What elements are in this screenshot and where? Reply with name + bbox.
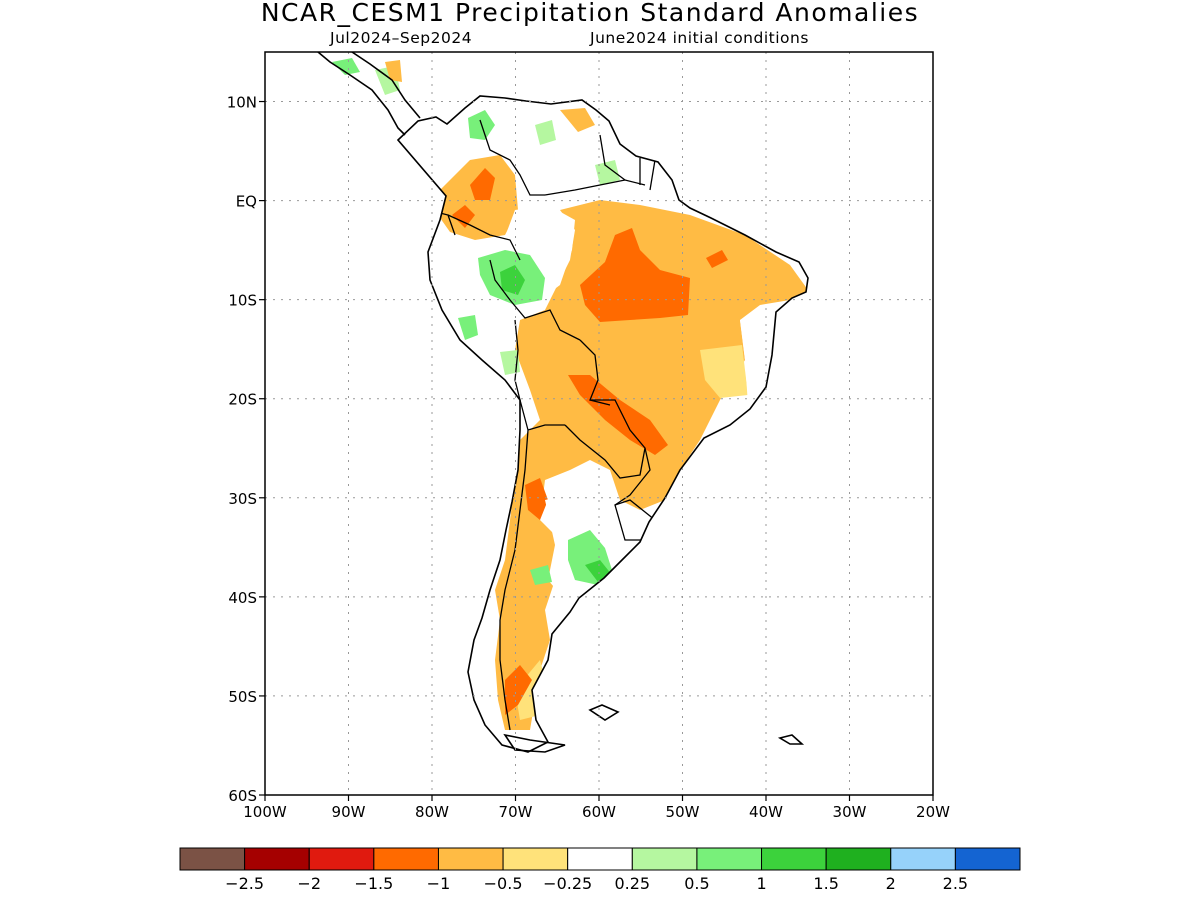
- y-tick-label: 10S: [228, 292, 257, 310]
- anomaly-region-very-wet-peru: [500, 265, 525, 295]
- border-argentina-bolivia: [527, 424, 565, 431]
- y-tick-label: 60S: [228, 787, 257, 805]
- x-tick-label: 60W: [582, 803, 616, 821]
- colorbar-label: 1.5: [813, 874, 838, 893]
- colorbar-swatch: [373, 847, 439, 871]
- border-brazil-argentina: [614, 447, 651, 506]
- colorbar-swatch: [502, 847, 569, 871]
- border-guianas: [599, 134, 656, 191]
- x-tick-label: 90W: [332, 803, 366, 821]
- longitude-axis: 100W 90W 80W 70W 60W 50W 40W 30W 20W: [243, 795, 950, 821]
- colorbar-label: 0.25: [614, 874, 650, 893]
- colorbar-swatch: [825, 847, 892, 871]
- colorbar-label: −2: [297, 874, 321, 893]
- anomaly-region-very-dry-east: [706, 250, 728, 268]
- colorbar-label: −0.25: [543, 874, 592, 893]
- y-tick-label: 10N: [227, 94, 257, 112]
- y-tick-label: 50S: [228, 688, 257, 706]
- coastlines: [317, 52, 809, 753]
- anomaly-region-normal-peru: [430, 248, 470, 300]
- border-paraguay: [564, 399, 646, 479]
- colorbar: −2.5 −2 −1.5 −1 −0.5 −0.25 0.25 0.5 1 1.5 2 2.5: [179, 847, 1021, 893]
- colorbar-label: −2.5: [225, 874, 264, 893]
- anomaly-region-wet-central-america: [332, 58, 360, 75]
- falklands-coastline: [588, 704, 620, 721]
- map-plot-area: [264, 51, 934, 796]
- x-tick-label: 70W: [499, 803, 533, 821]
- border-bolivia-brazil: [579, 339, 611, 406]
- y-tick-label: EQ: [236, 193, 257, 211]
- anomaly-shading: [430, 108, 808, 730]
- colorbar-label: 1: [756, 874, 766, 893]
- x-tick-label: 80W: [415, 803, 449, 821]
- anomaly-region-very-dry-paraguay: [568, 375, 668, 455]
- colorbar-swatch: [567, 847, 633, 871]
- border-colombia-venezuela: [479, 119, 545, 196]
- x-tick-label: 50W: [666, 803, 700, 821]
- south-america-coastline: [396, 95, 809, 753]
- border-venezuela-brazil: [544, 179, 646, 196]
- anomaly-region-normal-northeast: [740, 310, 772, 405]
- colorbar-swatch: [954, 847, 1021, 871]
- colorbar-swatch: [179, 847, 246, 871]
- initial-conditions: June2024 initial conditions: [590, 29, 809, 47]
- anomaly-region-very-dry-ecuador: [452, 205, 475, 228]
- x-tick-label: 30W: [833, 803, 867, 821]
- colorbar-swatch: [631, 847, 698, 871]
- forecast-period: Jul2024–Sep2024: [330, 29, 473, 47]
- anomaly-region-slightly-dry: [700, 345, 748, 398]
- anomaly-region-very-dry-brazil: [580, 228, 690, 322]
- colorbar-label: 0.5: [684, 874, 709, 893]
- colorbar-swatch: [696, 847, 763, 871]
- y-tick-label: 20S: [228, 391, 257, 409]
- colorbar-label: −0.5: [484, 874, 523, 893]
- colorbar-label: −1.5: [354, 874, 393, 893]
- anomaly-region-wet-andes: [458, 315, 478, 340]
- anomaly-region-very-dry-colombia: [470, 168, 495, 200]
- colorbar-swatch: [890, 847, 956, 871]
- anomaly-region-dry: [495, 200, 808, 730]
- south-georgia-coastline: [777, 734, 805, 745]
- border-chile-argentina: [499, 399, 529, 731]
- y-tick-label: 30S: [228, 490, 257, 508]
- x-tick-label: 40W: [749, 803, 783, 821]
- anomaly-region-wet-la-pampa: [530, 565, 552, 585]
- anomaly-region-very-dry-andes: [525, 478, 548, 520]
- y-tick-label: 40S: [228, 589, 257, 607]
- colorbar-swatch: [761, 847, 827, 871]
- map-title: NCAR_CESM1 Precipitation Standard Anomal…: [260, 0, 920, 27]
- anomaly-region-very-dry-patagonia: [505, 665, 532, 715]
- colorbar-swatch: [244, 847, 310, 871]
- colorbar-label: 2: [886, 874, 896, 893]
- x-tick-label: 20W: [916, 803, 950, 821]
- colorbar-label: 2.5: [943, 874, 968, 893]
- border-colombia-peru: [447, 214, 521, 261]
- anomaly-region-dry-caribbean: [560, 108, 595, 132]
- latitude-axis: 10N EQ 10S 20S 30S 40S 50S 60S: [227, 94, 265, 805]
- anomaly-region-dry-central-america: [385, 60, 402, 82]
- tierra-del-fuego-coastline: [503, 733, 566, 753]
- border-peru-bolivia: [514, 319, 521, 401]
- colorbar-swatch: [308, 847, 375, 871]
- colorbar-swatch: [437, 847, 504, 871]
- anomaly-region-slightly-wet-guyana: [595, 160, 620, 185]
- border-peru-brazil: [489, 259, 581, 341]
- anomaly-region-slightly-wet-venezuela: [535, 120, 556, 145]
- colorbar-label: −1: [427, 874, 451, 893]
- central-america-coastline: [317, 52, 421, 136]
- x-tick-label: 100W: [243, 803, 287, 821]
- anomaly-shading-central-america: [332, 58, 402, 95]
